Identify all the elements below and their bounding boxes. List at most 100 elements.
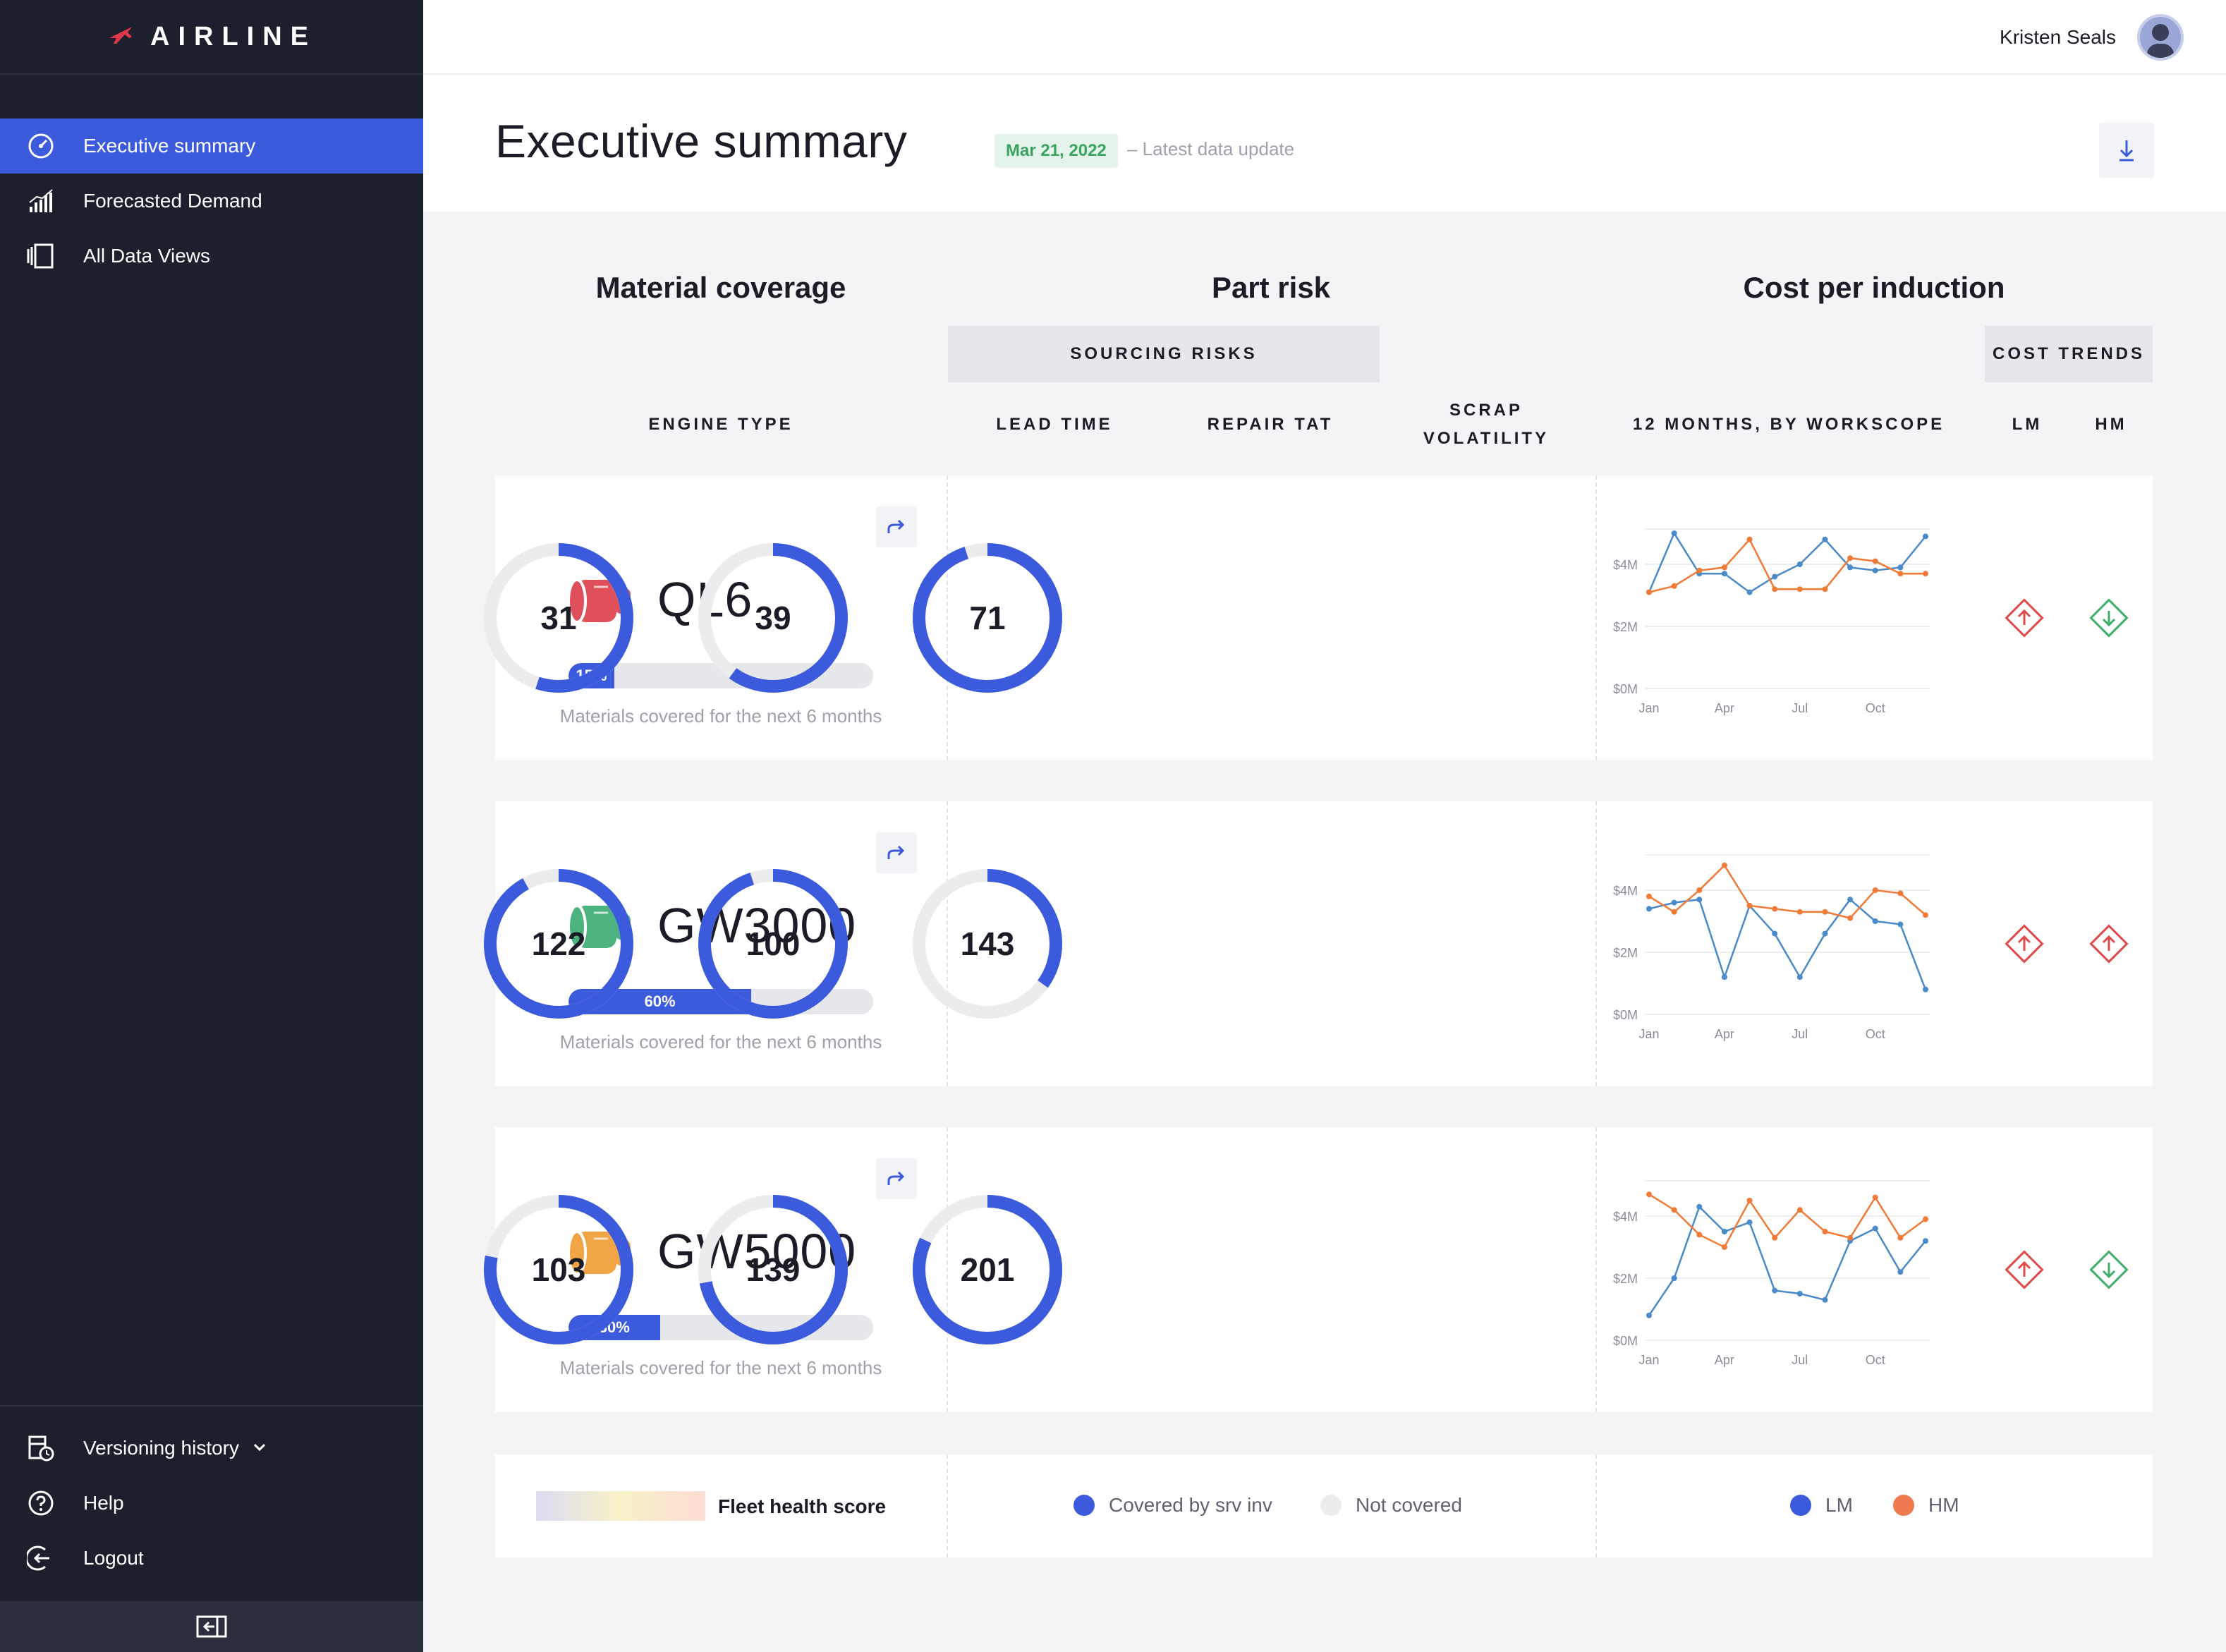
lm-trend-up-icon [2005, 924, 2044, 964]
data-point-lm [1721, 974, 1727, 980]
data-point-hm [1646, 589, 1652, 595]
cost-per-induction-title: Cost per induction [1743, 271, 2005, 304]
data-point-hm [1696, 567, 1703, 573]
divider [947, 801, 948, 1086]
sidebar-item-help[interactable]: Help [0, 1476, 423, 1531]
cost-line-chart: $0M $2M $4M Jan Apr Jul Oct [1613, 1180, 1930, 1367]
avatar[interactable] [2137, 14, 2184, 61]
trend-diamond [2089, 1250, 2129, 1289]
y-tick-label: $2M [1613, 620, 1638, 634]
data-point-hm [1796, 1207, 1803, 1213]
x-tick-label: Jan [1638, 1027, 1659, 1041]
legend-label: HM [1928, 1494, 1959, 1516]
data-point-hm [1721, 862, 1727, 868]
x-tick-label: Oct [1866, 1027, 1885, 1041]
lead-time-value: 31 [540, 600, 577, 636]
repair-tat-value: 100 [746, 925, 801, 962]
repair-tat-donut [698, 543, 848, 693]
lead-time-value: 122 [531, 925, 586, 962]
open-detail-button[interactable] [876, 1158, 917, 1199]
x-tick-label: Jan [1638, 1353, 1659, 1367]
sidebar-item-versioning-history[interactable]: Versioning history [0, 1421, 423, 1476]
trend-head [2017, 1261, 2031, 1270]
series-line-lm [1648, 531, 1926, 594]
donut-arc [698, 543, 848, 693]
bar-trend-icon [25, 186, 56, 217]
data-point-lm [1923, 533, 1928, 540]
scrap-volatility-value: 201 [960, 1251, 1015, 1288]
date-note: – Latest data update [1127, 138, 1295, 159]
data-point-hm [1721, 1244, 1727, 1250]
material-coverage-title: Material coverage [595, 271, 846, 304]
open-detail-button[interactable] [876, 832, 917, 873]
trend-head [2102, 1270, 2116, 1279]
engine-name: GW5000 [657, 1224, 857, 1279]
fleet-health-gradient [536, 1491, 705, 1521]
repair-tat-donut [698, 869, 848, 1019]
legend-label: Not covered [1356, 1494, 1462, 1516]
donut-arc [913, 1195, 1062, 1344]
history-icon [25, 1433, 56, 1464]
data-point-lm [1822, 1296, 1828, 1303]
lead-time-value: 103 [531, 1251, 586, 1288]
scrap-volatility-donut [913, 869, 1062, 1019]
data-point-hm [1822, 586, 1828, 593]
sidebar-item-executive-summary[interactable]: Executive summary [0, 119, 423, 174]
data-point-hm [1646, 893, 1652, 899]
collapse-icon [196, 1615, 227, 1638]
x-tick-label: Oct [1866, 1353, 1885, 1367]
data-point-lm [1746, 589, 1753, 595]
engine-body [576, 1232, 616, 1274]
download-button[interactable] [2099, 123, 2154, 178]
data-point-hm [1923, 571, 1928, 577]
donut-arc [698, 869, 848, 1019]
scrap-volatility-value: 143 [960, 925, 1015, 962]
column-header-hm: HM [2095, 415, 2127, 434]
column-header-engine-type: ENGINE TYPE [648, 415, 793, 434]
sidebar-bottom-nav: Versioning history Help Logout [0, 1405, 423, 1586]
cost-line-chart: $0M $2M $4M Jan Apr Jul Oct [1613, 854, 1930, 1041]
divider [947, 1127, 948, 1412]
data-point-hm [1696, 1232, 1703, 1238]
data-point-hm [1772, 1234, 1778, 1241]
sidebar-item-label: Logout [83, 1547, 144, 1569]
x-tick-label: Jul [1792, 1353, 1808, 1367]
data-point-lm [1746, 1219, 1753, 1225]
trend-diamond [2005, 924, 2044, 964]
x-tick-label: Jul [1792, 701, 1808, 715]
data-point-lm [1847, 564, 1854, 571]
y-tick-label: $4M [1613, 558, 1638, 572]
sidebar-item-logout[interactable]: Logout [0, 1531, 423, 1586]
trend-diamond [2089, 924, 2129, 964]
data-point-lm [1772, 573, 1778, 580]
coverage-note: Materials covered for the next 6 months [559, 705, 882, 727]
trend-diamond [2005, 598, 2044, 638]
data-point-hm [1746, 903, 1753, 909]
legend-hm: HM [1893, 1494, 1959, 1517]
data-point-lm [1822, 536, 1828, 542]
data-point-hm [1746, 1198, 1753, 1203]
legend-lm: LM [1790, 1494, 1853, 1517]
engine-body [576, 580, 616, 622]
sidebar-item-all-data-views[interactable]: All Data Views [0, 229, 423, 284]
user-name: Kristen Seals [2000, 26, 2116, 48]
data-point-lm [1671, 530, 1677, 536]
data-point-lm [1646, 906, 1652, 912]
data-point-lm [1796, 974, 1803, 980]
data-point-lm [1897, 564, 1904, 571]
sidebar-nav: Executive summary Forecasted Demand All … [0, 119, 423, 284]
trend-head [2102, 618, 2116, 627]
trend-head [2017, 935, 2031, 944]
data-point-hm [1847, 915, 1854, 921]
scrap-volatility-donut [913, 543, 1062, 693]
data-point-lm [1696, 1203, 1703, 1210]
open-detail-button[interactable] [876, 506, 917, 547]
sidebar-item-forecasted-demand[interactable]: Forecasted Demand [0, 174, 423, 229]
x-tick-label: Apr [1715, 1353, 1734, 1367]
data-point-hm [1847, 1234, 1854, 1241]
brand-logo[interactable]: AIRLINE [0, 0, 423, 75]
download-icon [2119, 140, 2134, 162]
collapse-sidebar-button[interactable] [0, 1601, 423, 1652]
user-menu[interactable]: Kristen Seals [2000, 14, 2184, 61]
donut-arc [913, 869, 1062, 1019]
